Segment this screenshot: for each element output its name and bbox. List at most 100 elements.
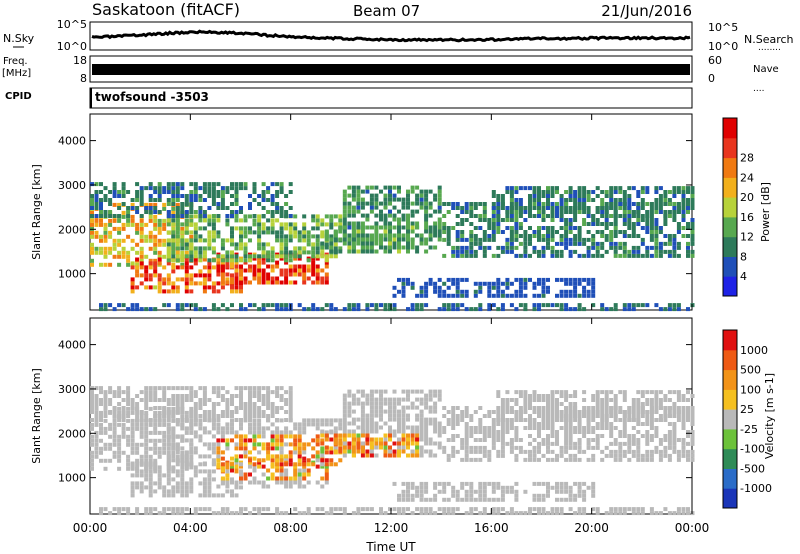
heatmap-cell (514, 289, 519, 294)
heatmap-cell (640, 410, 645, 414)
heatmap-cell (383, 197, 388, 202)
heatmap-cell (166, 186, 171, 191)
heatmap-cell (478, 511, 483, 516)
heatmap-cell (193, 430, 198, 435)
colorbar-segment (723, 409, 737, 430)
heatmap-cell (342, 197, 347, 202)
heatmap-cell (383, 229, 388, 234)
heatmap-cell (356, 507, 361, 512)
heatmap-cell (347, 389, 352, 394)
heatmap-cell (645, 453, 650, 458)
colorbar-tick-label: 100 (740, 383, 761, 396)
heatmap-cell (487, 449, 492, 454)
heatmap-cell (157, 285, 162, 290)
heatmap-cell (379, 209, 383, 214)
heatmap-cell (555, 186, 559, 191)
heatmap-cell (360, 453, 365, 458)
heatmap-cell (582, 222, 587, 226)
heatmap-cell (681, 226, 686, 230)
heatmap-cell (446, 285, 451, 290)
heatmap-cell (609, 453, 614, 458)
heatmap-cell (473, 489, 478, 494)
heatmap-cell (491, 481, 496, 486)
heatmap-cell (618, 198, 623, 202)
heatmap-cell (460, 249, 465, 254)
heatmap-cell (139, 273, 144, 278)
heatmap-cell (234, 406, 239, 410)
heatmap-cell (356, 201, 361, 206)
heatmap-cell (573, 307, 578, 312)
heatmap-cell (658, 457, 663, 462)
heatmap-cell (586, 410, 591, 414)
heatmap-cell (261, 256, 266, 261)
heatmap-cell (654, 198, 659, 202)
heatmap-cell (284, 226, 289, 231)
heatmap-cell (509, 418, 514, 422)
heatmap-cell (329, 245, 334, 250)
heatmap-cell (424, 221, 429, 226)
heatmap-cell (302, 238, 307, 243)
heatmap-cell (532, 422, 537, 426)
heatmap-cell (94, 386, 99, 391)
heatmap-cell (577, 186, 582, 191)
heatmap-cell (690, 241, 695, 246)
heatmap-cell (410, 441, 415, 446)
heatmap-cell (613, 198, 618, 202)
heatmap-cell (166, 254, 171, 259)
heatmap-cell (595, 402, 600, 406)
heatmap-cell (266, 254, 271, 259)
heatmap-cell (667, 190, 672, 194)
heatmap-cell (162, 218, 167, 223)
yaxis-tick-label: 2000 (58, 223, 86, 236)
heatmap-cell (266, 406, 271, 410)
heatmap-cell (388, 405, 392, 410)
heatmap-cell (496, 206, 501, 210)
heatmap-cell (681, 186, 686, 191)
heatmap-cell (189, 477, 194, 482)
heatmap-cell (686, 453, 690, 458)
heatmap-cell (613, 241, 618, 246)
heatmap-cell (324, 254, 329, 259)
heatmap-cell (487, 303, 492, 308)
heatmap-cell (94, 418, 99, 422)
heatmap-cell (148, 210, 153, 214)
heatmap-cell (573, 206, 578, 210)
heatmap-cell (505, 511, 510, 516)
heatmap-cell (279, 238, 284, 243)
heatmap-cell (622, 410, 627, 414)
heatmap-cell (90, 202, 94, 206)
heatmap-cell (672, 190, 677, 194)
heatmap-cell (230, 277, 234, 282)
heatmap-cell (392, 225, 397, 230)
heatmap-cell (351, 453, 356, 458)
heatmap-cell (505, 245, 510, 250)
heatmap-cell (360, 401, 365, 406)
heatmap-cell (419, 511, 424, 516)
heatmap-cell (130, 261, 135, 266)
heatmap-cell (555, 430, 559, 434)
heatmap-cell (690, 449, 695, 454)
heatmap-cell (406, 497, 410, 502)
heatmap-cell (270, 422, 275, 427)
heatmap-cell (306, 264, 311, 269)
heatmap-cell (315, 464, 320, 469)
heatmap-cell (211, 226, 216, 231)
heatmap-cell (252, 256, 257, 261)
heatmap-cell (636, 214, 641, 218)
heatmap-cell (198, 414, 203, 418)
heatmap-cell (184, 194, 189, 198)
heatmap-cell (324, 511, 329, 516)
heatmap-cell (225, 218, 230, 223)
heatmap-cell (537, 430, 541, 434)
heatmap-cell (406, 489, 410, 494)
heatmap-cell (148, 438, 153, 443)
heatmap-cell (216, 218, 221, 223)
heatmap-cell (550, 253, 555, 258)
heatmap-cell (365, 189, 370, 194)
heatmap-cell (464, 497, 469, 502)
heatmap-cell (99, 206, 103, 210)
heatmap-cell (686, 253, 690, 258)
heatmap-cell (135, 206, 140, 210)
heatmap-cell (189, 481, 194, 486)
heatmap-cell (410, 221, 415, 226)
